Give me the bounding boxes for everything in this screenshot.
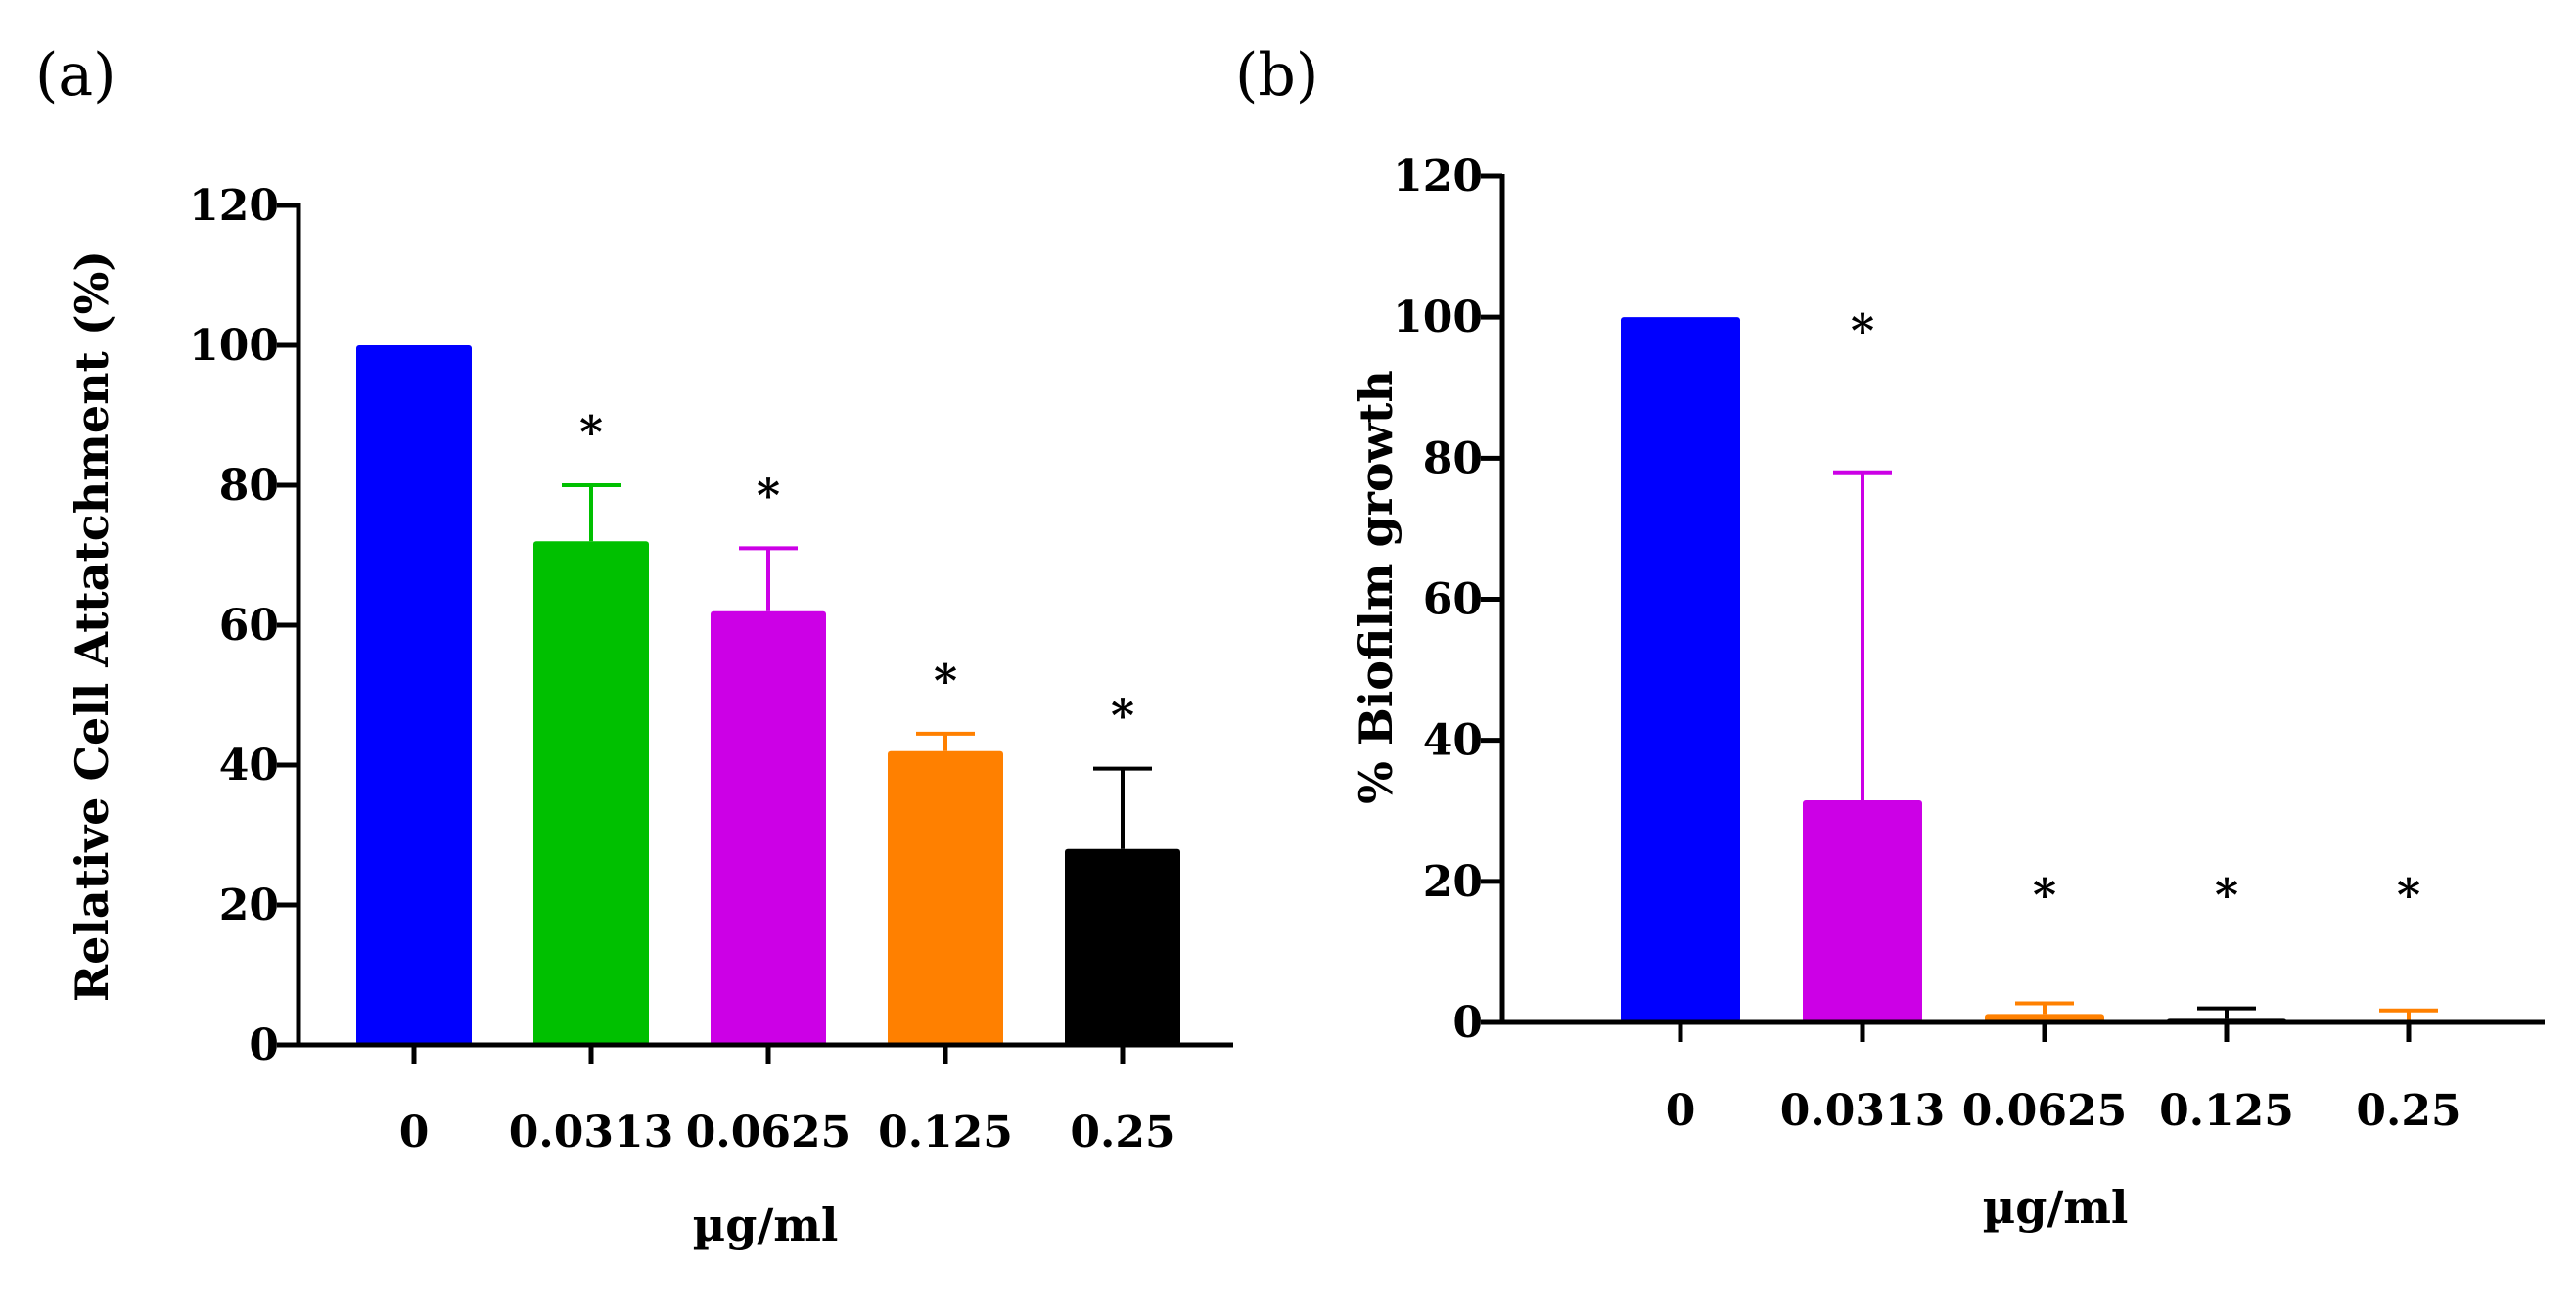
panel-a-x-axis-title: µg/ml <box>693 1198 839 1251</box>
panel-b-y-axis-title: % Biofilm growth <box>1350 370 1403 804</box>
panel-b-y-tick-label-0: 0 <box>1452 998 1483 1048</box>
panel-b-x-tick-label-0.0625: 0.0625 <box>1962 1086 2127 1136</box>
panel-a-y-tick-label-100: 100 <box>189 321 279 371</box>
panel-b-x-tick-label-0.0313: 0.0313 <box>1780 1086 1945 1136</box>
panel-b-y-tick-label-100: 100 <box>1393 293 1483 342</box>
panel-a-bar-0 <box>356 345 472 1045</box>
panel-a-y-axis-title: Relative Cell Attatchment (%) <box>66 250 118 1002</box>
panel-a-significance-0.0313: * <box>579 406 603 459</box>
panel-b-x-tick-label-0.25: 0.25 <box>2356 1086 2461 1136</box>
panel-b-label: (b) <box>1235 41 1319 110</box>
panel-a-bar-0.25 <box>1065 848 1180 1045</box>
panel-a-significance-0.0625: * <box>757 469 780 521</box>
panel-b-significance-0.25: * <box>2397 869 2420 922</box>
panel-a-y-tick-label-80: 80 <box>219 461 279 511</box>
panel-a-x-tick-label-0.0625: 0.0625 <box>686 1108 851 1157</box>
panel-a-y-tick-label-120: 120 <box>189 181 279 231</box>
panel-a-y-tick-label-40: 40 <box>219 741 279 791</box>
panel-a-bar-0.0625 <box>711 610 826 1045</box>
panel-a-x-tick-label-0: 0 <box>399 1108 430 1157</box>
panel-b-y-tick-label-60: 60 <box>1423 575 1483 625</box>
panel-a-x-tick-label-0.0313: 0.0313 <box>509 1108 673 1157</box>
panel-a-bar-0.125 <box>888 750 1003 1045</box>
panel-a-x-tick-label-0.25: 0.25 <box>1070 1108 1174 1157</box>
panel-b-y-tick-label-120: 120 <box>1393 152 1483 202</box>
panel-a-x-tick-label-0.125: 0.125 <box>878 1108 1013 1157</box>
panel-a-significance-0.25: * <box>1111 690 1134 743</box>
panel-b-bar-0 <box>1621 317 1740 1023</box>
panel-a-bar-0.0313 <box>533 541 649 1045</box>
panel-b-significance-0.0625: * <box>2033 869 2056 922</box>
panel-b-x-tick-label-0.125: 0.125 <box>2159 1086 2294 1136</box>
panel-b-y-tick-label-40: 40 <box>1423 716 1483 766</box>
panel-b-x-tick-label-0: 0 <box>1666 1086 1696 1136</box>
panel-b-bar-0.0313 <box>1803 799 1922 1022</box>
panel-a-y-tick-label-0: 0 <box>249 1020 279 1070</box>
panel-a-significance-0.125: * <box>934 655 957 707</box>
panel-b-y-tick-label-20: 20 <box>1423 857 1483 907</box>
panel-b-y-tick-label-80: 80 <box>1423 433 1483 483</box>
panel-b-significance-0.125: * <box>2215 869 2238 922</box>
panel-b-x-axis-title: µg/ml <box>1983 1181 2129 1234</box>
panel-b-significance-0.0313: * <box>1851 304 1874 357</box>
panel-a-label: (a) <box>35 41 116 110</box>
panel-a-y-tick-label-20: 20 <box>219 881 279 930</box>
panel-a-y-tick-label-60: 60 <box>219 601 279 651</box>
